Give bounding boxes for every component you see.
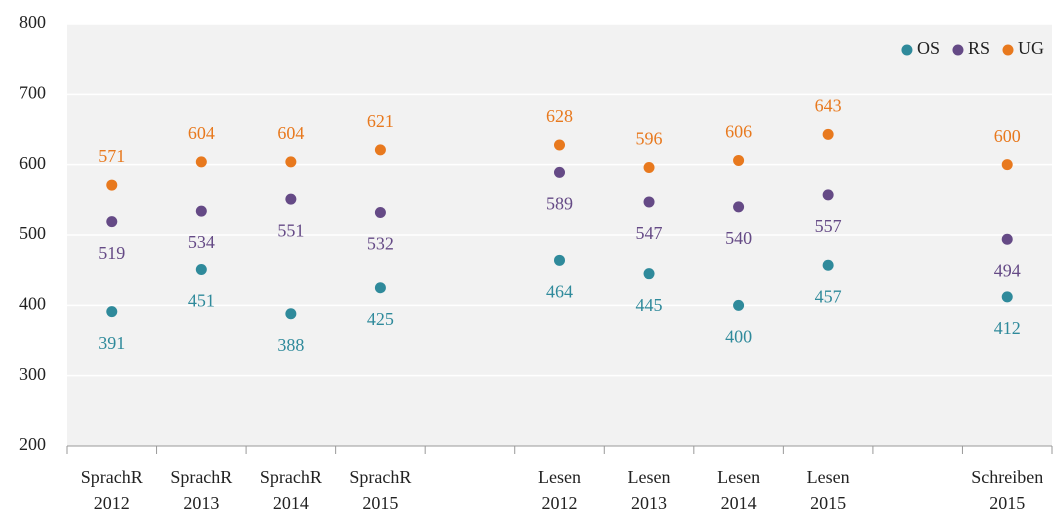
dot bbox=[374, 282, 386, 294]
data-label: 621 bbox=[367, 111, 394, 131]
dot bbox=[554, 166, 565, 178]
y-tick-label: 500 bbox=[19, 223, 46, 243]
x-tick-label-line: 2013 bbox=[183, 493, 219, 513]
data-label: 464 bbox=[546, 281, 573, 301]
data-label: 494 bbox=[994, 260, 1021, 280]
data-label: 388 bbox=[277, 335, 304, 355]
x-tick-label-line: SprachR bbox=[81, 467, 143, 487]
x-tick-label-line: 2014 bbox=[721, 493, 757, 513]
dot bbox=[643, 196, 655, 208]
data-label: 391 bbox=[98, 333, 125, 353]
y-tick-label: 400 bbox=[19, 293, 46, 313]
data-label: 400 bbox=[725, 326, 752, 346]
x-tick-label: Lesen 2013 bbox=[628, 467, 671, 513]
dot bbox=[822, 128, 834, 140]
dot bbox=[374, 206, 386, 218]
data-label: 606 bbox=[725, 122, 752, 142]
x-tick-label-line: Lesen bbox=[538, 467, 581, 487]
x-tick-label-line: 2012 bbox=[94, 493, 130, 513]
data-label: 589 bbox=[546, 194, 573, 214]
dot bbox=[733, 299, 745, 311]
dot bbox=[554, 139, 565, 151]
dot bbox=[554, 254, 565, 266]
legend-label: UG bbox=[1018, 38, 1044, 58]
legend-marker bbox=[952, 44, 964, 56]
x-tick-label: SprachR 2015 bbox=[349, 467, 411, 513]
dot bbox=[733, 201, 745, 213]
x-tick-label: Lesen 2012 bbox=[538, 467, 581, 513]
dot bbox=[1001, 233, 1013, 245]
data-label: 557 bbox=[815, 216, 842, 236]
dot bbox=[106, 306, 118, 318]
dot bbox=[1001, 159, 1013, 171]
x-tick-label-line: SprachR bbox=[349, 467, 411, 487]
data-label: 445 bbox=[636, 295, 663, 315]
x-tick-label-line: 2015 bbox=[362, 493, 398, 513]
dot bbox=[285, 156, 297, 168]
dot bbox=[106, 179, 118, 191]
data-label: 457 bbox=[815, 286, 842, 306]
legend-marker bbox=[901, 44, 913, 56]
data-label: 643 bbox=[815, 96, 842, 116]
x-tick-label-line: Lesen bbox=[628, 467, 671, 487]
y-tick-label: 800 bbox=[19, 12, 46, 32]
x-tick-label: SprachR 2012 bbox=[81, 467, 143, 513]
x-tick-label-line: Lesen bbox=[807, 467, 850, 487]
data-label: 519 bbox=[98, 243, 125, 263]
data-label: 604 bbox=[188, 123, 215, 143]
data-label: 571 bbox=[98, 146, 125, 166]
x-tick-label: SprachR 2013 bbox=[170, 467, 232, 513]
x-tick-label-line: Schreiben bbox=[971, 467, 1043, 487]
x-tick-label-line: 2015 bbox=[989, 493, 1025, 513]
data-label: 596 bbox=[636, 129, 663, 149]
dot bbox=[822, 189, 834, 201]
dot bbox=[285, 193, 297, 205]
legend-marker bbox=[1002, 44, 1014, 56]
x-tick-label: SprachR 2014 bbox=[260, 467, 322, 513]
dot bbox=[733, 154, 745, 166]
data-label: 534 bbox=[188, 232, 215, 252]
y-tick-label: 300 bbox=[19, 364, 46, 384]
x-tick-label-line: 2013 bbox=[631, 493, 667, 513]
dot bbox=[195, 205, 207, 217]
dot bbox=[195, 263, 207, 275]
dot bbox=[643, 161, 655, 173]
data-label: 604 bbox=[277, 123, 304, 143]
data-label: 425 bbox=[367, 309, 394, 329]
x-tick-label: Lesen 2014 bbox=[717, 467, 760, 513]
x-tick-label-line: 2015 bbox=[810, 493, 846, 513]
data-label: 540 bbox=[725, 228, 752, 248]
data-label: 412 bbox=[994, 318, 1021, 338]
dot bbox=[285, 308, 297, 320]
x-tick-label: Schreiben 2015 bbox=[971, 467, 1043, 513]
dot bbox=[106, 216, 118, 228]
legend-label: OS bbox=[917, 38, 940, 58]
x-tick-label-line: 2014 bbox=[273, 493, 309, 513]
data-label: 628 bbox=[546, 106, 573, 126]
x-tick-label-line: 2012 bbox=[542, 493, 578, 513]
dot bbox=[822, 259, 834, 271]
legend-label: RS bbox=[968, 38, 990, 58]
x-tick-label-line: SprachR bbox=[260, 467, 322, 487]
dot bbox=[643, 268, 655, 280]
dot bbox=[1001, 291, 1013, 303]
dot bbox=[374, 144, 386, 156]
data-label: 551 bbox=[277, 220, 304, 240]
x-tick-label-line: Lesen bbox=[717, 467, 760, 487]
y-tick-label: 200 bbox=[19, 434, 46, 454]
y-tick-label: 700 bbox=[19, 82, 46, 102]
data-label: 532 bbox=[367, 234, 394, 254]
x-tick-label: Lesen 2015 bbox=[807, 467, 850, 513]
data-label: 600 bbox=[994, 126, 1021, 146]
x-tick-label-line: SprachR bbox=[170, 467, 232, 487]
y-tick-label: 600 bbox=[19, 153, 46, 173]
data-label: 451 bbox=[188, 291, 215, 311]
dot bbox=[195, 156, 207, 168]
data-label: 547 bbox=[636, 223, 663, 243]
